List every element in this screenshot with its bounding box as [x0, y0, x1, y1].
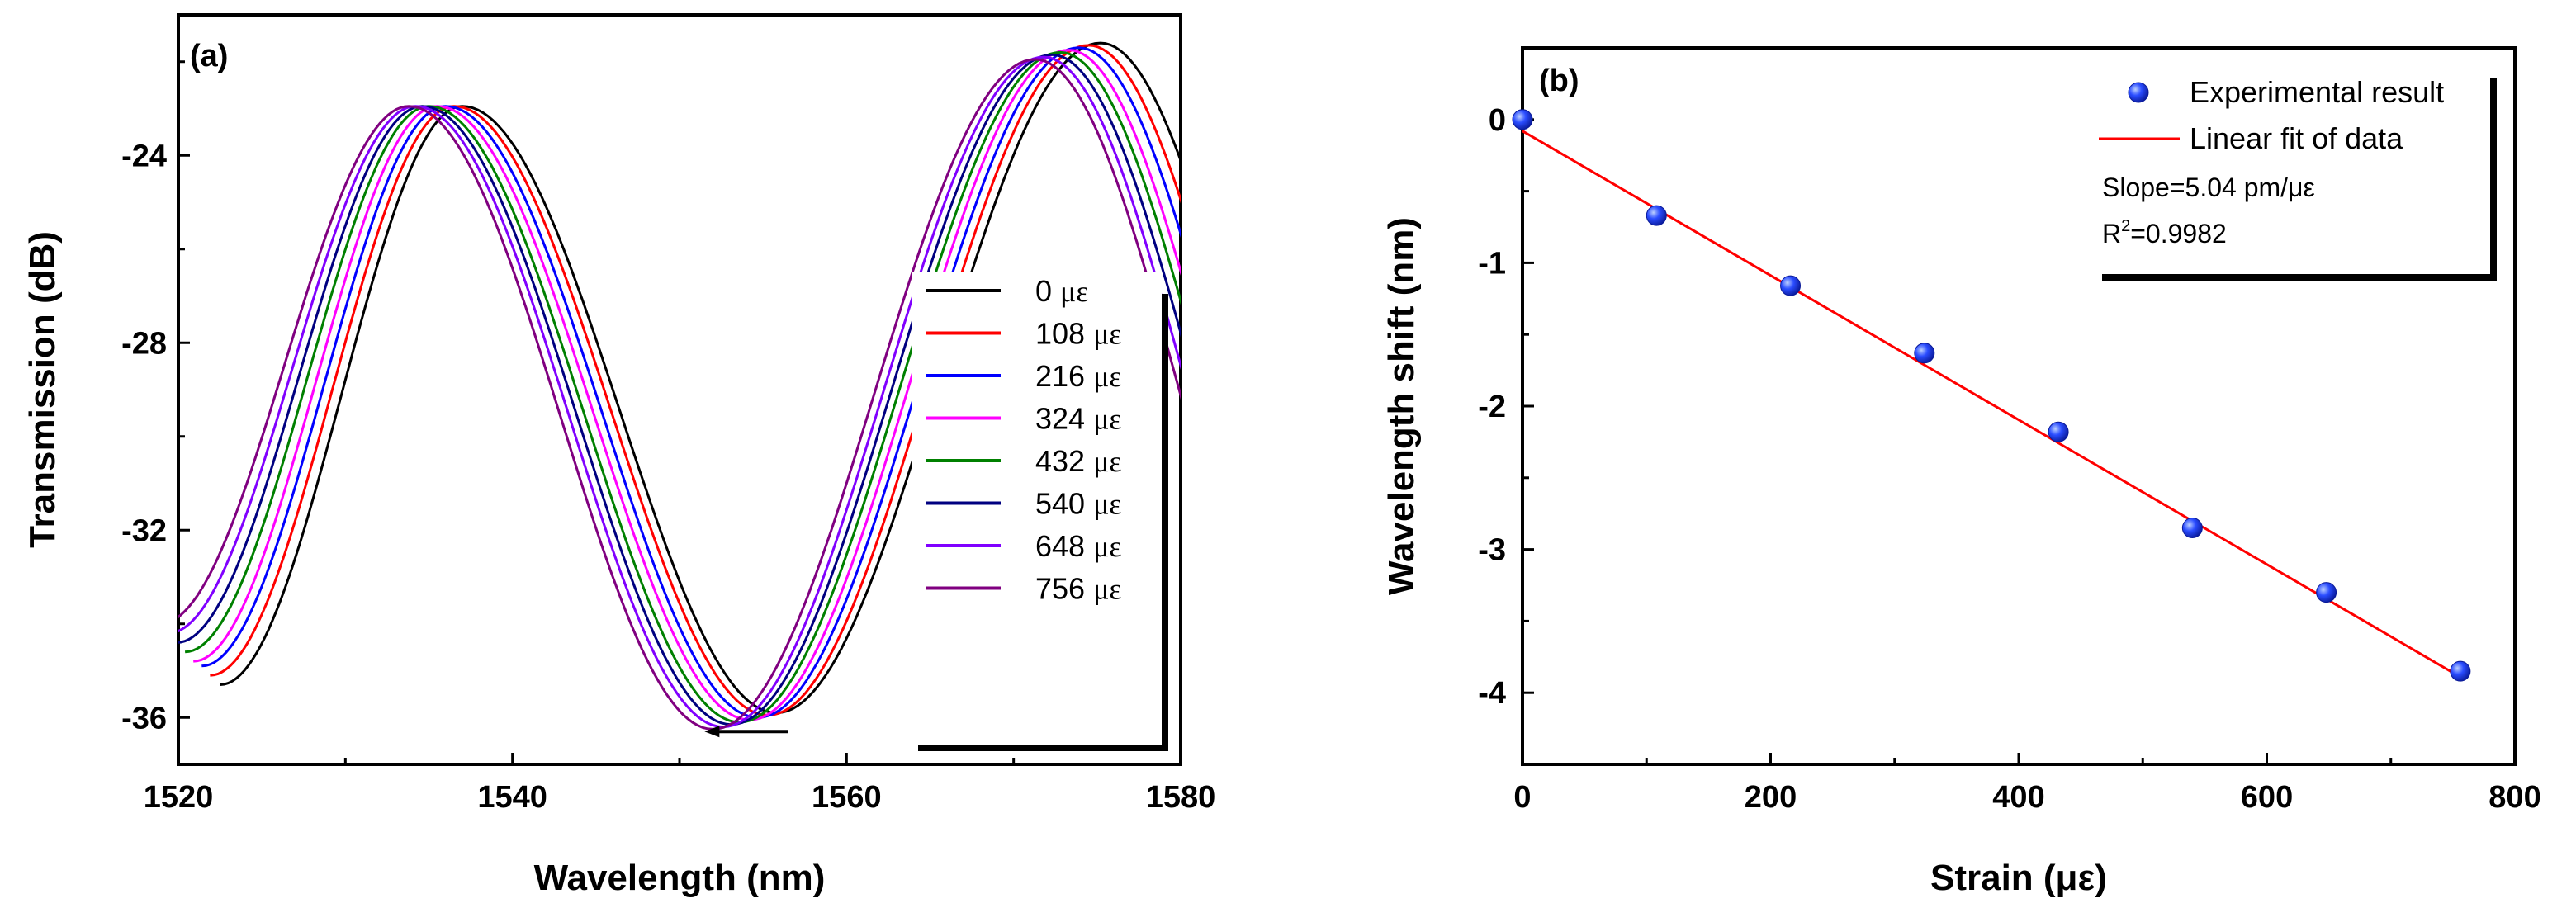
legend-unit-324: με — [1093, 403, 1121, 436]
plot-a-y-axis-title: Transmission (dB) — [22, 231, 63, 548]
r-squared-value: =0.9982 — [2130, 219, 2227, 248]
plot-b-points — [1512, 109, 2471, 682]
data-point-324 — [1914, 343, 1935, 364]
legend-label-324: 324 με — [1035, 402, 1122, 436]
plot-b-ticks: 0 200 400 600 800 0 -1 -2 -3 -4 — [1478, 46, 2541, 815]
legend-box-b — [2097, 69, 2492, 276]
panel-b: 0 200 400 600 800 0 -1 -2 -3 -4 (b) Strain (με) W… — [1381, 46, 2541, 898]
x-tick-label-a-1520: 1520 — [144, 780, 214, 815]
legend-value-0: 0 — [1035, 274, 1060, 308]
slope-annotation: Slope=5.04 pm/με — [2102, 173, 2315, 202]
x-tick-label-b-200: 200 — [1745, 780, 1797, 815]
legend-label-0: 0 με — [1035, 274, 1088, 308]
x-tick-label-b-0: 0 — [1513, 780, 1531, 815]
legend-unit-648: με — [1093, 530, 1121, 563]
plot-b-fit — [1522, 130, 2461, 679]
legend-shadow-a — [918, 294, 1168, 751]
linear-fit-line — [1522, 130, 2461, 679]
legend-value-756: 756 — [1035, 572, 1093, 606]
panel-b-label: (b) — [1539, 64, 1579, 98]
legend-marker-experimental — [2128, 82, 2149, 103]
legend-unit-432: με — [1093, 445, 1121, 478]
data-point-540 — [2181, 518, 2203, 539]
legend-value-324: 324 — [1035, 402, 1093, 436]
y-tick-label-b--4: -4 — [1478, 676, 1506, 711]
data-point-432 — [2048, 421, 2069, 442]
shift-arrow-head — [704, 726, 720, 738]
y-tick-label-b-0: 0 — [1489, 103, 1506, 138]
legend-unit-216: με — [1093, 360, 1121, 393]
data-point-756 — [2450, 660, 2471, 682]
legend-box-a — [912, 272, 1162, 743]
plot-a-x-axis-title: Wavelength (nm) — [534, 858, 826, 898]
plot-b-legend: Experimental result Linear fit of data Slo… — [2097, 69, 2497, 281]
plot-a-curves — [178, 41, 1181, 731]
y-tick-label-b--2: -2 — [1478, 390, 1506, 424]
x-tick-label-b-800: 800 — [2488, 780, 2540, 815]
legend-label-108: 108 με — [1035, 317, 1122, 351]
legend-label-216: 216 με — [1035, 359, 1122, 393]
y-tick-label-a--24: -24 — [121, 139, 167, 173]
r-squared-exponent: 2 — [2121, 217, 2130, 235]
legend-label-experimental: Experimental result — [2190, 75, 2444, 109]
data-point-648 — [2316, 582, 2337, 603]
plot-a-ticks: 1520 1540 1560 1580 -24 -28 -32 -36 — [121, 60, 1216, 815]
legend-label-432: 432 με — [1035, 444, 1122, 478]
legend-shadow-b — [2102, 78, 2497, 281]
legend-label-540: 540 με — [1035, 487, 1122, 521]
legend-value-216: 216 — [1035, 359, 1093, 393]
legend-value-432: 432 — [1035, 444, 1093, 478]
legend-value-648: 648 — [1035, 529, 1093, 563]
legend-unit-108: με — [1093, 318, 1121, 351]
y-tick-label-a--36: -36 — [121, 701, 167, 735]
x-tick-label-a-1560: 1560 — [812, 780, 882, 815]
y-tick-label-a--28: -28 — [121, 326, 167, 361]
legend-label-648: 648 με — [1035, 529, 1122, 563]
series-line-216 — [201, 46, 1181, 719]
x-tick-label-b-600: 600 — [2241, 780, 2293, 815]
plot-b-y-axis-title: Wavelength shift (nm) — [1381, 217, 1422, 595]
legend-label-756: 756 με — [1035, 572, 1122, 606]
legend-unit-0: με — [1060, 275, 1088, 308]
legend-unit-540: με — [1093, 488, 1121, 521]
x-tick-label-a-1580: 1580 — [1146, 780, 1216, 815]
series-line-108 — [210, 44, 1181, 716]
r-squared-symbol: R — [2102, 219, 2121, 248]
shift-arrow — [704, 726, 788, 738]
legend-label-fit: Linear fit of data — [2190, 121, 2403, 155]
data-point-216 — [1780, 275, 1802, 296]
data-point-0 — [1512, 109, 1533, 130]
legend-value-108: 108 — [1035, 317, 1093, 351]
x-tick-label-a-1540: 1540 — [477, 780, 547, 815]
data-point-108 — [1646, 205, 1667, 226]
panel-a: 1520 1540 1560 1580 -24 -28 -32 -36 (a) Wavelen… — [22, 13, 1216, 898]
x-tick-label-b-400: 400 — [1992, 780, 2044, 815]
plot-b-x-axis-title: Strain (με) — [1930, 858, 2107, 898]
y-tick-label-a--32: -32 — [121, 513, 167, 548]
r-squared-annotation: R2=0.9982 — [2102, 217, 2227, 248]
legend-value-540: 540 — [1035, 487, 1093, 521]
y-tick-label-b--3: -3 — [1478, 533, 1506, 568]
y-tick-label-b--1: -1 — [1478, 246, 1506, 281]
legend-unit-756: με — [1093, 573, 1121, 606]
panel-a-label: (a) — [190, 39, 228, 73]
